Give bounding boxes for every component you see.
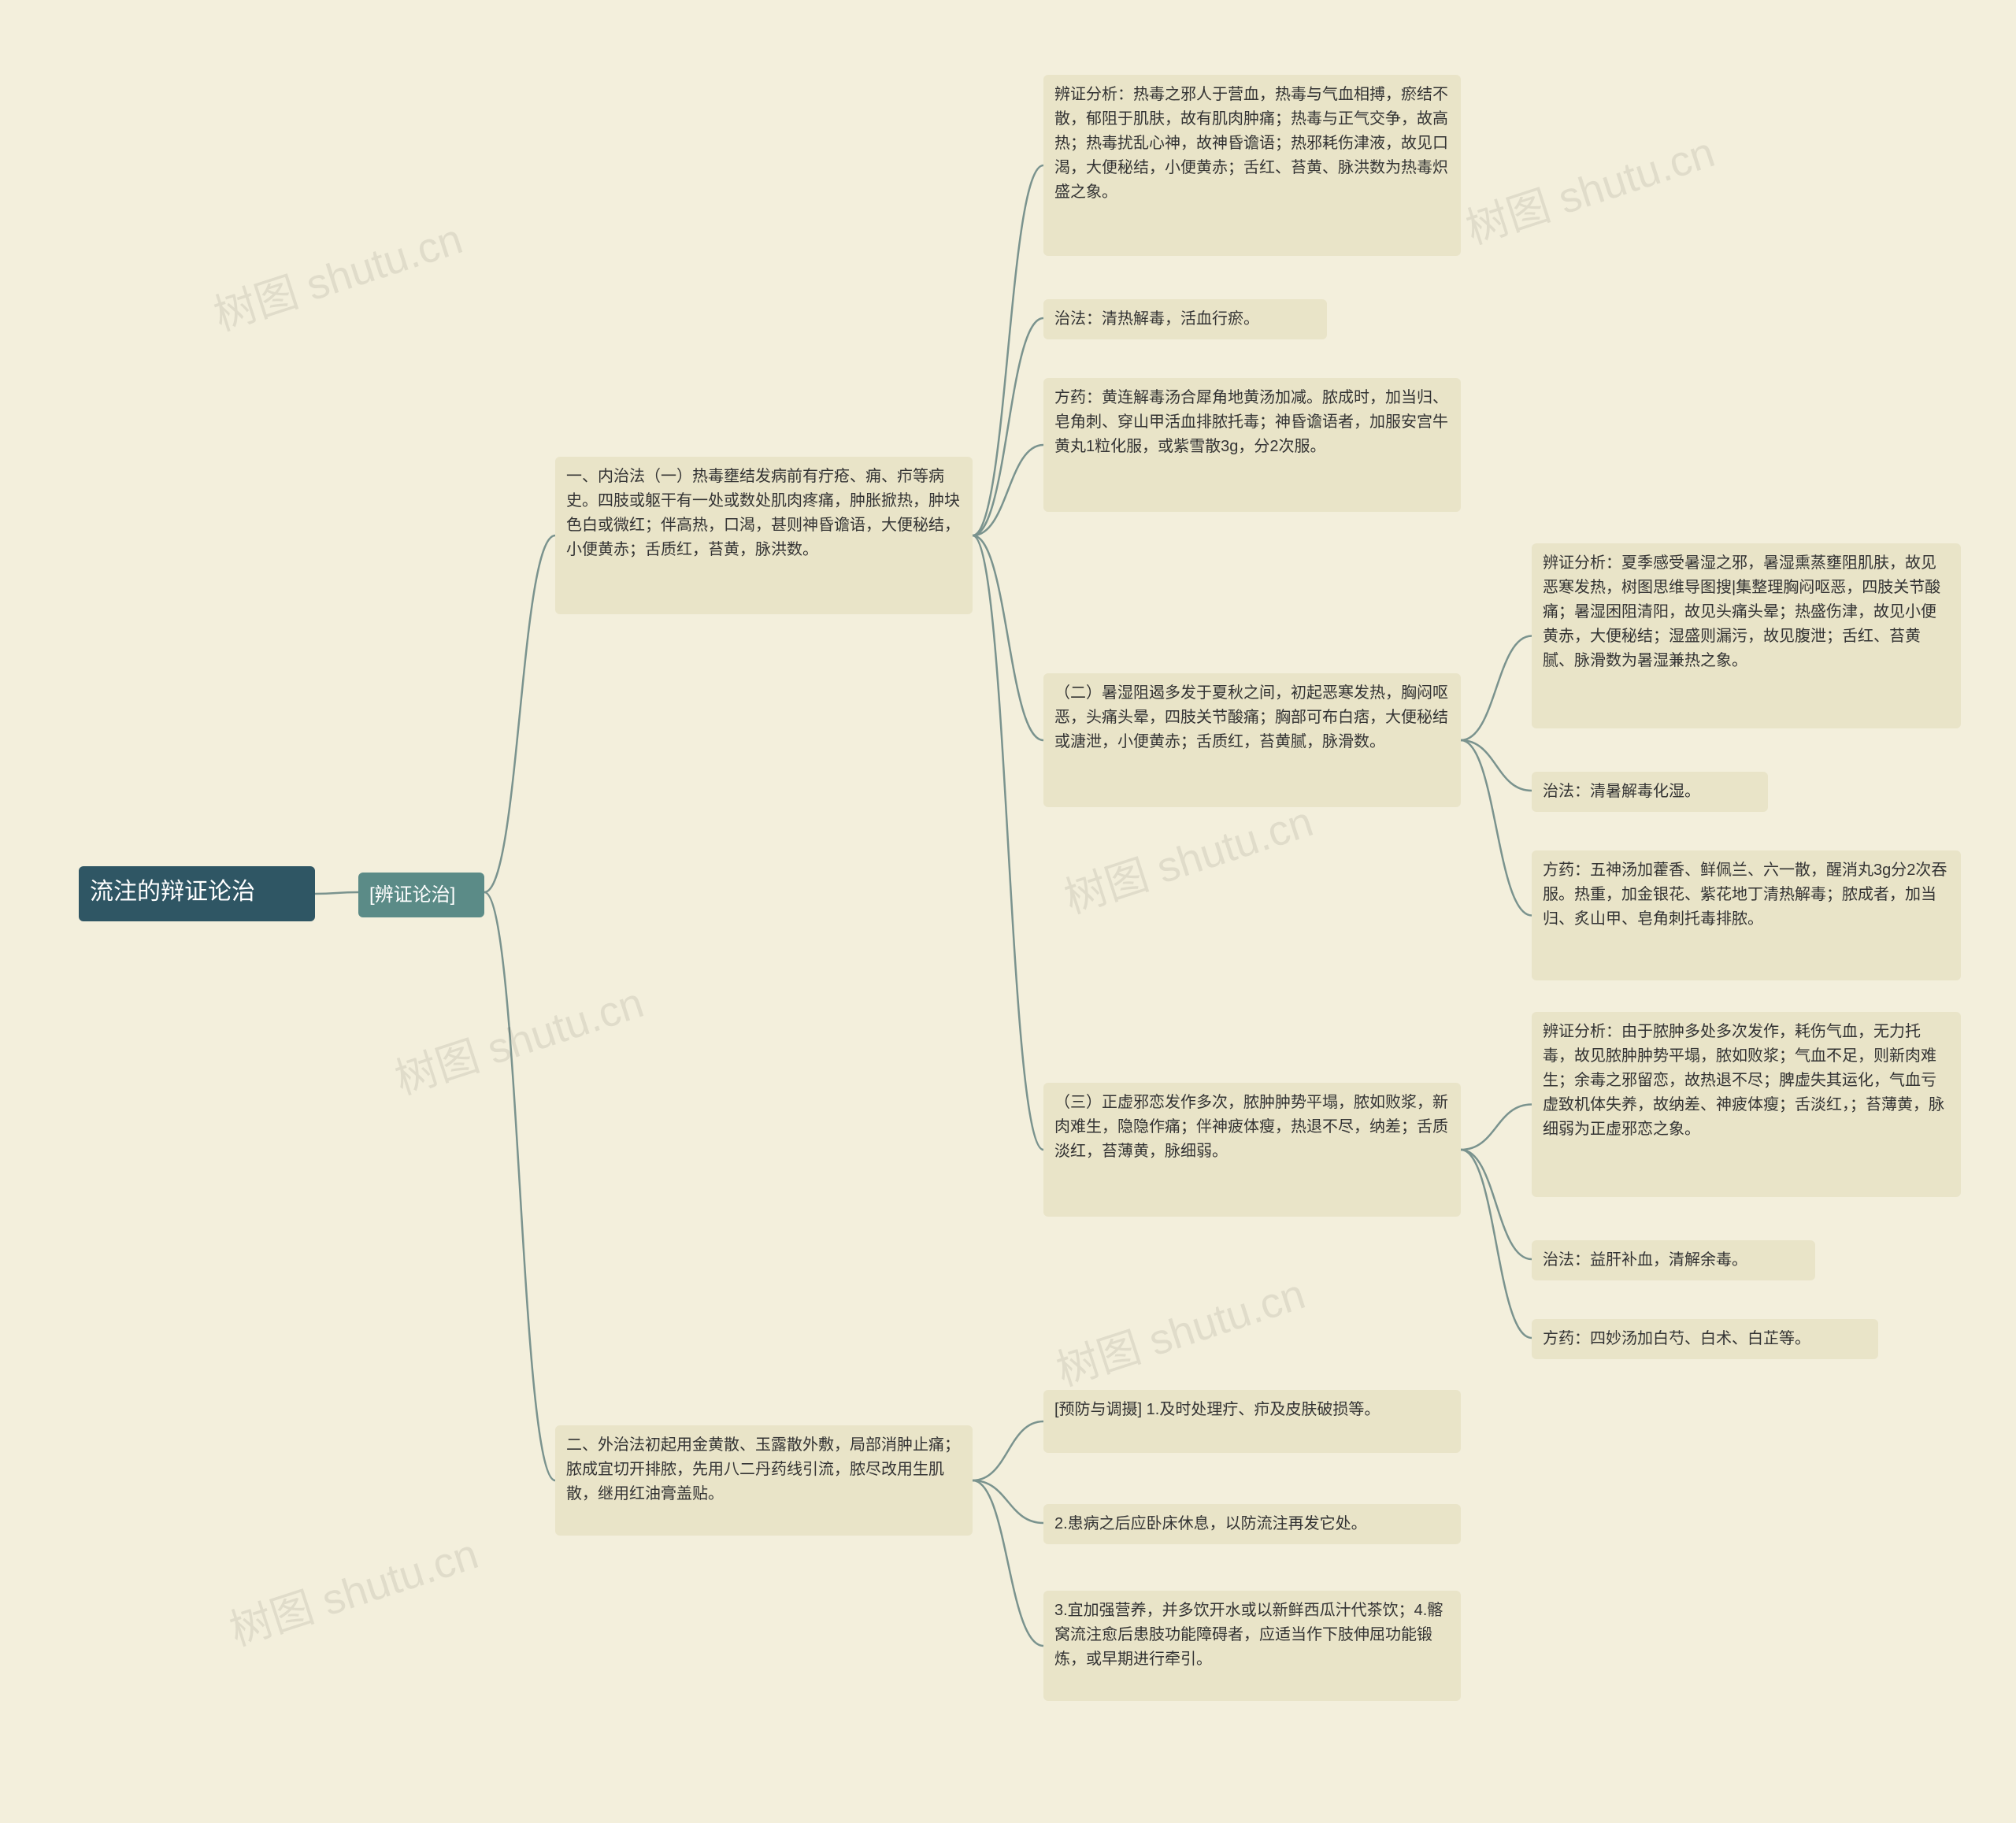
connector: [484, 892, 555, 1480]
branch-node[interactable]: 一、内治法（一）热毒壅结发病前有疔疮、痈、疖等病史。四肢或躯干有一处或数处肌肉疼…: [555, 457, 973, 614]
connector: [973, 535, 1043, 740]
leaf-node[interactable]: 辨证分析：热毒之邪人于营血，热毒与气血相搏，瘀结不散，郁阻于肌肤，故有肌肉肿痛；…: [1043, 75, 1461, 256]
connector: [484, 535, 555, 892]
connector: [1461, 1105, 1532, 1150]
leaf-node[interactable]: 治法：益肝补血，清解余毒。: [1532, 1240, 1815, 1280]
leaf-node[interactable]: 治法：清热解毒，活血行瘀。: [1043, 299, 1327, 339]
connector: [973, 1421, 1043, 1480]
branch-node[interactable]: 二、外治法初起用金黄散、玉露散外敷，局部消肿止痛；脓成宜切开排脓，先用八二丹药线…: [555, 1425, 973, 1536]
connector: [973, 1480, 1043, 1646]
leaf-node[interactable]: 3.宜加强营养，并多饮开水或以新鲜西瓜汁代茶饮；4.髂窝流注愈后患肢功能障碍者，…: [1043, 1591, 1461, 1701]
connector: [973, 165, 1043, 535]
category-node[interactable]: [辨证论治]: [358, 873, 484, 917]
leaf-node[interactable]: （二）暑湿阻遏多发于夏秋之间，初起恶寒发热，胸闷呕恶，头痛头晕，四肢关节酸痛；胸…: [1043, 673, 1461, 807]
mindmap-canvas: 树图 shutu.cn树图 shutu.cn树图 shutu.cn树图 shut…: [0, 0, 2016, 1823]
root-node[interactable]: 流注的辩证论治: [79, 866, 315, 921]
connector: [1461, 1150, 1532, 1338]
connector: [973, 535, 1043, 1150]
connector: [1461, 636, 1532, 741]
leaf-node[interactable]: [预防与调摄] 1.及时处理疔、疖及皮肤破损等。: [1043, 1390, 1461, 1453]
leaf-node[interactable]: 辨证分析：由于脓肿多处多次发作，耗伤气血，无力托毒，故见脓肿肿势平塌，脓如败浆；…: [1532, 1012, 1961, 1197]
leaf-node[interactable]: 方药：五神汤加藿香、鲜佩兰、六一散，醒消丸3g分2次吞服。热重，加金银花、紫花地…: [1532, 850, 1961, 980]
connector: [315, 892, 358, 894]
leaf-node[interactable]: 辨证分析：夏季感受暑湿之邪，暑湿熏蒸壅阻肌肤，故见恶寒发热，树图思维导图搜|集整…: [1532, 543, 1961, 728]
leaf-node[interactable]: 2.患病之后应卧床休息，以防流注再发它处。: [1043, 1504, 1461, 1544]
leaf-node[interactable]: 方药：四妙汤加白芍、白术、白芷等。: [1532, 1319, 1878, 1359]
leaf-node[interactable]: 治法：清暑解毒化湿。: [1532, 772, 1768, 812]
leaf-node[interactable]: （三）正虚邪恋发作多次，脓肿肿势平塌，脓如败浆，新肉难生，隐隐作痛；伴神疲体瘦，…: [1043, 1083, 1461, 1217]
leaf-node[interactable]: 方药：黄连解毒汤合犀角地黄汤加减。脓成时，加当归、皂角刺、穿山甲活血排脓托毒；神…: [1043, 378, 1461, 512]
